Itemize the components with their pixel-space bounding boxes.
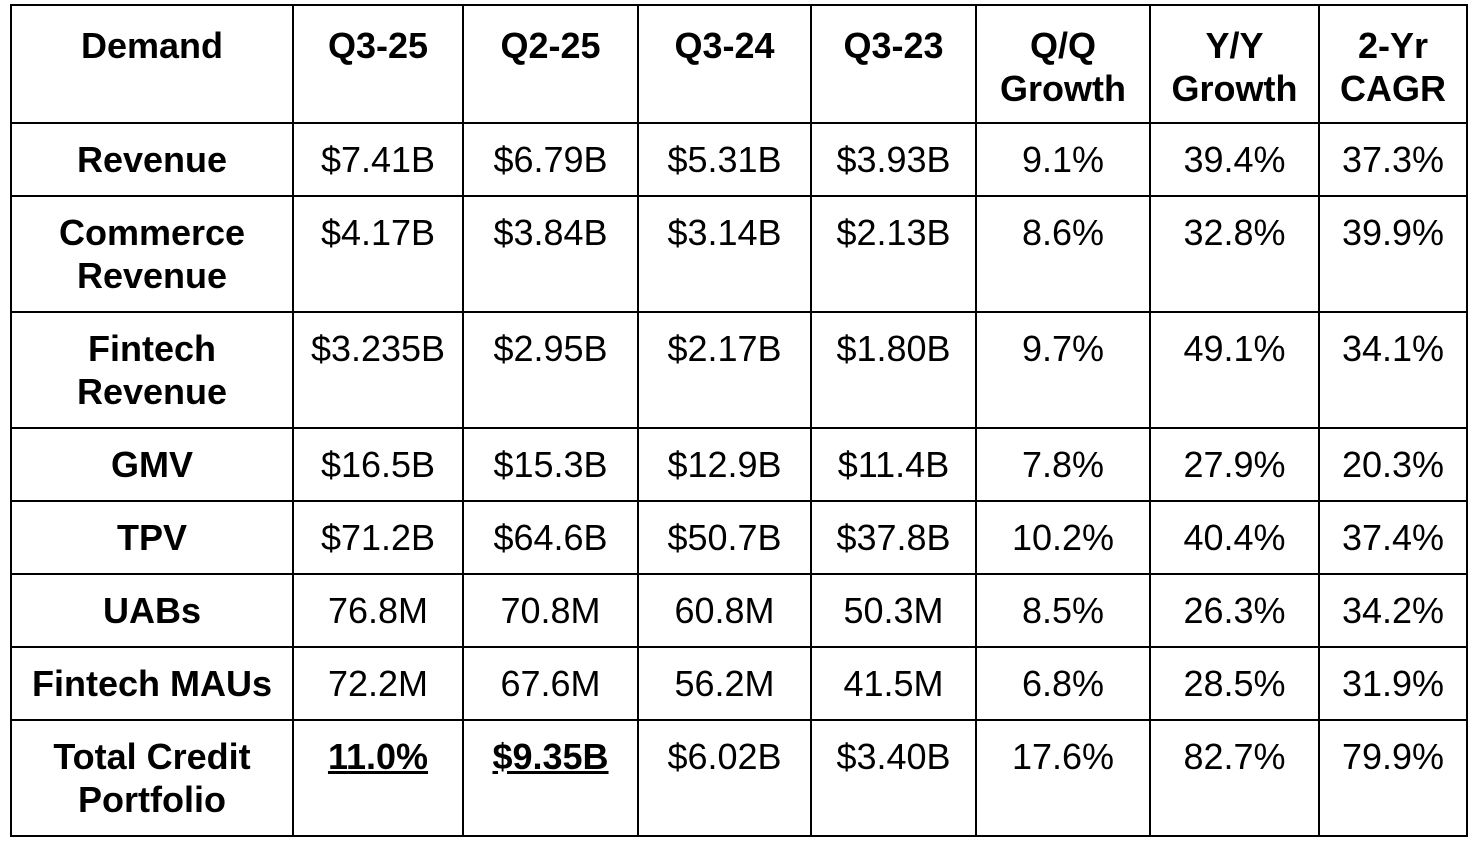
header-yy-growth: Y/Y Growth [1149, 4, 1320, 124]
table-cell: $50.7B [637, 500, 812, 575]
table-cell: 50.3M [810, 573, 977, 648]
row-label: Revenue [10, 122, 294, 197]
table-cell: 67.6M [462, 646, 639, 721]
table-cell: 41.5M [810, 646, 977, 721]
table-cell: 6.8% [975, 646, 1151, 721]
table-cell: $6.02B [637, 719, 812, 837]
table-cell: 28.5% [1149, 646, 1320, 721]
header-q3-25: Q3-25 [292, 4, 464, 124]
underlined-value: $9.35B [492, 736, 609, 777]
table-cell: $37.8B [810, 500, 977, 575]
table-cell: 9.1% [975, 122, 1151, 197]
header-demand: Demand [10, 4, 294, 124]
table-cell: $11.4B [810, 427, 977, 502]
table-row: TPV $71.2B $64.6B $50.7B $37.8B 10.2% 40… [10, 500, 1468, 575]
underlined-value: 11.0% [327, 736, 429, 777]
table-cell: 20.3% [1318, 427, 1468, 502]
table-cell: $3.40B [810, 719, 977, 837]
row-label: Total Credit Portfolio [10, 719, 294, 837]
row-label: TPV [10, 500, 294, 575]
table-cell: $2.95B [462, 311, 639, 429]
header-qq-growth: Q/Q Growth [975, 4, 1151, 124]
table-cell: $7.41B [292, 122, 464, 197]
table-cell: $9.35B [462, 719, 639, 837]
table-cell: 70.8M [462, 573, 639, 648]
table-cell: $3.93B [810, 122, 977, 197]
table-row: Fintech Revenue $3.235B $2.95B $2.17B $1… [10, 311, 1468, 429]
table-cell: 76.8M [292, 573, 464, 648]
row-label: Fintech MAUs [10, 646, 294, 721]
table-cell: $12.9B [637, 427, 812, 502]
table-cell: $2.17B [637, 311, 812, 429]
table-cell: 40.4% [1149, 500, 1320, 575]
header-q3-24: Q3-24 [637, 4, 812, 124]
table-cell: 7.8% [975, 427, 1151, 502]
table-cell: $15.3B [462, 427, 639, 502]
table-cell: $6.79B [462, 122, 639, 197]
table-header-row: Demand Q3-25 Q2-25 Q3-24 Q3-23 Q/Q Growt… [10, 4, 1468, 124]
table-row: GMV $16.5B $15.3B $12.9B $11.4B 7.8% 27.… [10, 427, 1468, 502]
table-cell: 11.0% [292, 719, 464, 837]
table-cell: 37.4% [1318, 500, 1468, 575]
table-cell: 8.6% [975, 195, 1151, 313]
table-cell: 60.8M [637, 573, 812, 648]
row-label: GMV [10, 427, 294, 502]
table-row: Total Credit Portfolio 11.0% $9.35B $6.0… [10, 719, 1468, 837]
table-cell: $64.6B [462, 500, 639, 575]
table-cell: 82.7% [1149, 719, 1320, 837]
table-cell: 31.9% [1318, 646, 1468, 721]
header-2yr-cagr: 2-Yr CAGR [1318, 4, 1468, 124]
table-row: UABs 76.8M 70.8M 60.8M 50.3M 8.5% 26.3% … [10, 573, 1468, 648]
table-cell: 72.2M [292, 646, 464, 721]
table-cell: 49.1% [1149, 311, 1320, 429]
row-label: Fintech Revenue [10, 311, 294, 429]
table-row: Revenue $7.41B $6.79B $5.31B $3.93B 9.1%… [10, 122, 1468, 197]
table-cell: 27.9% [1149, 427, 1320, 502]
table-cell: 10.2% [975, 500, 1151, 575]
table-cell: 39.4% [1149, 122, 1320, 197]
table-cell: 26.3% [1149, 573, 1320, 648]
row-label: Commerce Revenue [10, 195, 294, 313]
table-row: Commerce Revenue $4.17B $3.84B $3.14B $2… [10, 195, 1468, 313]
table-cell: $3.235B [292, 311, 464, 429]
table-cell: 39.9% [1318, 195, 1468, 313]
header-q2-25: Q2-25 [462, 4, 639, 124]
table-cell: $5.31B [637, 122, 812, 197]
table-cell: 9.7% [975, 311, 1151, 429]
table-cell: $3.84B [462, 195, 639, 313]
table-row: Fintech MAUs 72.2M 67.6M 56.2M 41.5M 6.8… [10, 646, 1468, 721]
demand-metrics-table: Demand Q3-25 Q2-25 Q3-24 Q3-23 Q/Q Growt… [10, 4, 1468, 837]
table-cell: $4.17B [292, 195, 464, 313]
table-cell: 17.6% [975, 719, 1151, 837]
table-cell: $1.80B [810, 311, 977, 429]
table-cell: 79.9% [1318, 719, 1468, 837]
table-cell: $71.2B [292, 500, 464, 575]
table-cell: 37.3% [1318, 122, 1468, 197]
table-cell: $16.5B [292, 427, 464, 502]
table-cell: 34.1% [1318, 311, 1468, 429]
table-cell: 56.2M [637, 646, 812, 721]
table-cell: $3.14B [637, 195, 812, 313]
table-cell: 8.5% [975, 573, 1151, 648]
header-q3-23: Q3-23 [810, 4, 977, 124]
table-cell: 32.8% [1149, 195, 1320, 313]
table-cell: $2.13B [810, 195, 977, 313]
row-label: UABs [10, 573, 294, 648]
table-cell: 34.2% [1318, 573, 1468, 648]
